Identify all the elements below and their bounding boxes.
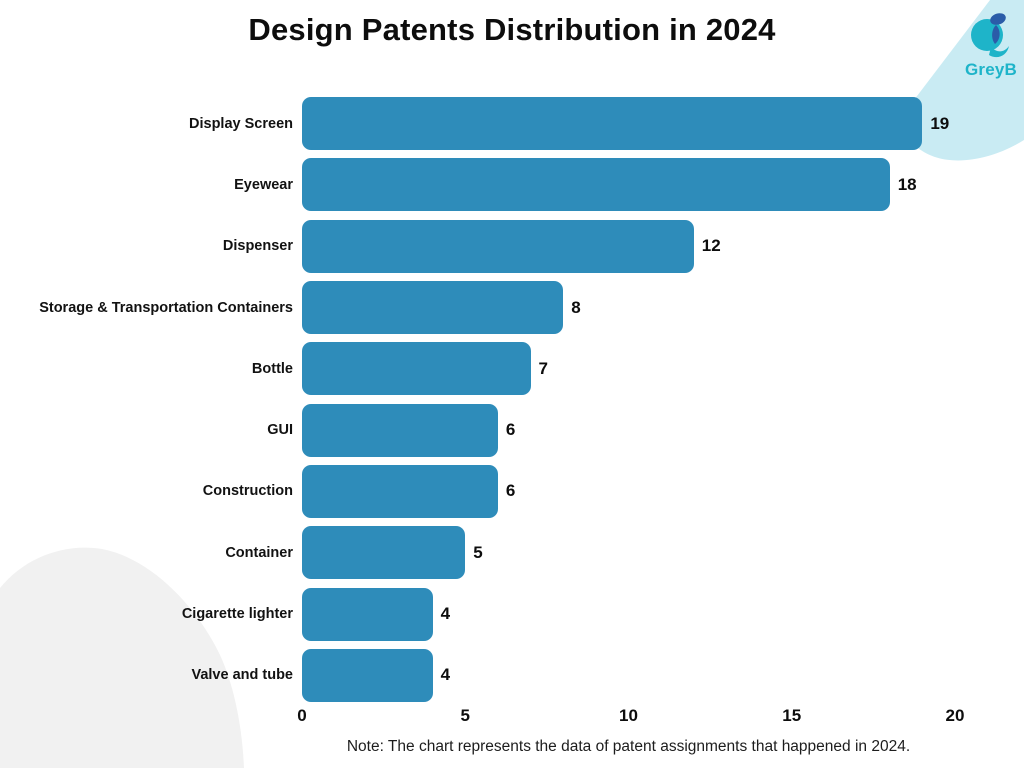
category-label: Storage & Transportation Containers — [39, 299, 293, 316]
x-axis-tick: 15 — [782, 706, 802, 725]
category-label: Valve and tube — [191, 667, 293, 684]
bar-track: 5 — [302, 526, 955, 580]
category-label: Display Screen — [189, 115, 293, 132]
chart-title: Design Patents Distribution in 2024 — [248, 12, 776, 47]
bar — [302, 219, 694, 273]
bar — [302, 526, 466, 580]
x-axis-tick: 20 — [945, 706, 965, 725]
value-label: 12 — [701, 236, 721, 256]
value-label: 4 — [440, 665, 451, 685]
bar-row: Bottle 7 — [0, 338, 1024, 399]
bar-chart: Display Screen 19 Eyewear 18 Dispenser 12 Stor… — [0, 93, 1024, 706]
bar — [302, 587, 433, 641]
bar-row: Dispenser 12 — [0, 216, 1024, 277]
value-label: 4 — [440, 604, 451, 624]
bar-track: 7 — [302, 342, 955, 396]
category-label: Construction — [202, 483, 293, 500]
x-axis-tick: 5 — [460, 706, 470, 725]
category-label: Dispenser — [222, 238, 293, 255]
bar-track: 4 — [302, 587, 955, 641]
value-label: 19 — [930, 113, 950, 133]
bar-row: Container 5 — [0, 522, 1024, 583]
bar — [302, 464, 498, 518]
value-label: 7 — [538, 358, 549, 378]
bar-row: GUI 6 — [0, 399, 1024, 460]
bar-track: 19 — [302, 97, 955, 151]
bar — [302, 648, 433, 702]
x-axis: 0 5 10 15 20 — [297, 706, 964, 726]
x-axis-tick: 10 — [619, 706, 638, 725]
category-label: Cigarette lighter — [181, 606, 293, 623]
bar — [302, 342, 531, 396]
greyb-logo-icon — [971, 13, 1009, 58]
bar — [302, 97, 923, 151]
bar — [302, 158, 890, 212]
x-axis-tick: 0 — [297, 706, 307, 725]
greyb-logo-text: GreyB — [964, 60, 1018, 79]
value-label: 5 — [473, 542, 483, 562]
category-label: GUI — [267, 422, 293, 439]
bar — [302, 403, 498, 457]
category-label: Bottle — [251, 360, 293, 377]
bar-row: Storage & Transportation Containers 8 — [0, 277, 1024, 338]
bar-track: 6 — [302, 403, 955, 457]
value-label: 18 — [897, 174, 917, 194]
greyb-logo: GreyB — [959, 13, 1023, 80]
value-label: 6 — [505, 420, 516, 440]
chart-footnote: Note: The chart represents the data of p… — [346, 738, 911, 755]
bar-track: 8 — [302, 281, 955, 335]
bar-row: Cigarette lighter 4 — [0, 583, 1024, 644]
bar-row: Construction 6 — [0, 461, 1024, 522]
category-label: Container — [225, 544, 293, 561]
bar-track: 12 — [302, 219, 955, 273]
bar-row: Eyewear 18 — [0, 154, 1024, 215]
bar-row: Valve and tube 4 — [0, 645, 1024, 706]
bar-track: 6 — [302, 464, 955, 518]
bar-track: 4 — [302, 648, 955, 702]
value-label: 8 — [571, 297, 581, 317]
bar-track: 18 — [302, 158, 955, 212]
value-label: 6 — [505, 481, 516, 501]
bar-row: Display Screen 19 — [0, 93, 1024, 154]
category-label: Eyewear — [234, 176, 293, 193]
bar — [302, 281, 564, 335]
